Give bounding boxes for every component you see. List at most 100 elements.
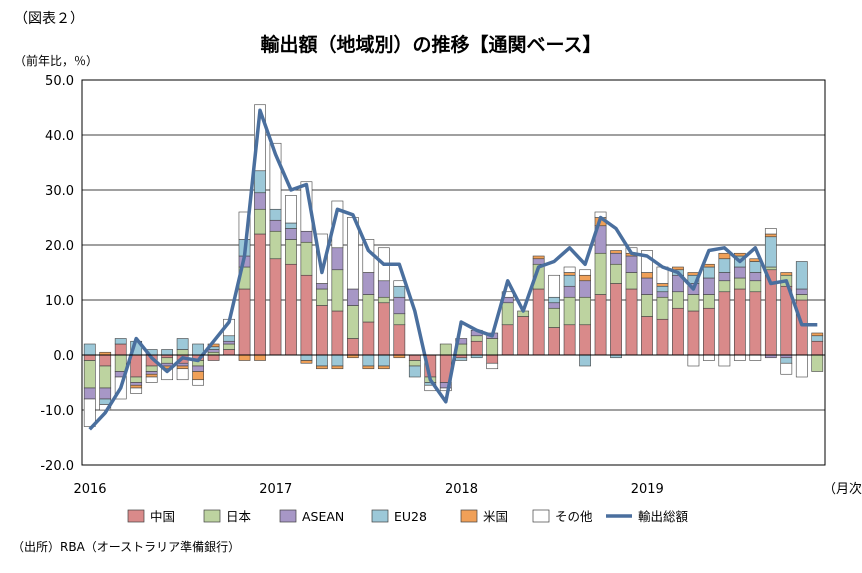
x-tick-label: 2017 — [259, 482, 292, 497]
bar-us — [254, 354, 266, 361]
bar-other — [795, 354, 808, 378]
legend: 中国 日本 ASEAN EU28 米国 その他 輸出総額 — [127, 509, 689, 524]
bar-other — [130, 387, 143, 394]
bar-other — [780, 362, 793, 375]
bar-us — [579, 274, 591, 282]
bar-eu28 — [764, 236, 777, 268]
bar-eu28 — [269, 208, 282, 221]
bar-japan — [269, 230, 282, 260]
legend-label-asean: ASEAN — [302, 509, 344, 524]
bar-eu28 — [316, 354, 328, 367]
bar-us — [733, 252, 746, 257]
bar-other — [764, 228, 777, 235]
bar-asean — [161, 362, 174, 367]
y-tick-label: 40.0 — [45, 129, 74, 144]
bar-china — [641, 316, 653, 356]
bar-asean — [285, 228, 297, 240]
bar-japan — [331, 269, 344, 312]
bar-japan — [795, 294, 808, 301]
legend-swatch-other — [532, 509, 550, 523]
bar-japan — [176, 349, 189, 356]
bar-china — [393, 324, 406, 356]
legend-label-china: 中国 — [150, 509, 175, 524]
bar-eu28 — [393, 285, 406, 298]
bar-asean — [718, 272, 731, 282]
bar-china — [795, 299, 808, 356]
bar-us — [145, 373, 158, 378]
bar-asean — [269, 219, 282, 232]
bar-china — [625, 288, 638, 356]
bar-asean — [795, 288, 808, 295]
bar-other — [83, 398, 96, 427]
legend-label-total: 輸出総額 — [638, 509, 689, 524]
bar-asean — [625, 255, 638, 273]
bar-japan — [83, 360, 96, 389]
bar-eu28 — [176, 338, 189, 350]
x-tick-label: 2019 — [631, 482, 664, 497]
bar-china — [114, 343, 127, 356]
x-axis-label: （月次） — [823, 481, 862, 497]
plot-border — [81, 79, 826, 466]
bar-asean — [548, 302, 560, 309]
bar-eu28 — [656, 285, 669, 293]
bar-other — [718, 354, 731, 367]
axes: 50.0 40.0 30.0 20.0 10.0 0.0 -10.0 -20.0 2016 201… — [40, 74, 862, 497]
bar-us — [176, 365, 189, 370]
bar-asean — [656, 291, 669, 298]
bar-japan — [749, 280, 762, 293]
bar-us — [362, 365, 375, 370]
bar-japan — [548, 307, 560, 328]
bar-asean — [610, 252, 622, 265]
bar-eu28 — [579, 354, 591, 367]
bar-other — [733, 354, 746, 361]
stacked-bars — [83, 104, 824, 427]
bar-us — [331, 365, 344, 370]
bar-china — [749, 291, 762, 356]
legend-label-us: 米国 — [483, 509, 508, 524]
bar-eu28 — [780, 357, 793, 364]
bar-china — [733, 288, 746, 356]
bar-china — [207, 354, 220, 361]
bar-japan — [223, 343, 235, 350]
bar-us — [563, 272, 576, 276]
bar-japan — [393, 313, 406, 326]
bar-china — [285, 263, 297, 356]
bar-us — [764, 233, 777, 238]
bar-china — [269, 258, 282, 356]
bar-china — [563, 324, 576, 356]
bar-other — [548, 274, 560, 298]
bar-asean — [641, 277, 653, 295]
bar-china — [811, 340, 824, 356]
bar-china — [703, 307, 715, 356]
bar-other — [563, 266, 576, 273]
bar-other — [176, 368, 189, 381]
bar-eu28 — [749, 261, 762, 273]
bar-asean — [130, 382, 143, 386]
bar-other — [687, 354, 700, 367]
bar-china — [316, 305, 328, 356]
bar-japan — [347, 305, 359, 339]
bar-japan — [470, 335, 483, 342]
bar-other — [192, 379, 204, 386]
bar-asean — [749, 272, 762, 282]
bar-eu28 — [114, 338, 127, 345]
bar-china — [548, 327, 560, 356]
bar-eu28 — [548, 296, 560, 304]
legend-swatch-eu28 — [371, 509, 389, 523]
bar-china — [470, 340, 483, 356]
bar-china — [130, 354, 143, 378]
legend-swatch-china — [127, 509, 145, 523]
total-line — [88, 108, 818, 431]
bar-japan — [486, 338, 499, 356]
bar-japan — [610, 263, 622, 284]
bar-asean — [703, 277, 715, 295]
bar-us — [532, 255, 545, 260]
bar-eu28 — [83, 343, 96, 356]
bar-japan — [408, 360, 421, 367]
y-tick-label: 20.0 — [45, 239, 74, 254]
bar-us — [238, 354, 251, 361]
series-line-total — [88, 108, 818, 431]
source-note: （出所）RBA（オーストラリア準備銀行） — [12, 540, 241, 554]
bar-other — [145, 376, 158, 383]
